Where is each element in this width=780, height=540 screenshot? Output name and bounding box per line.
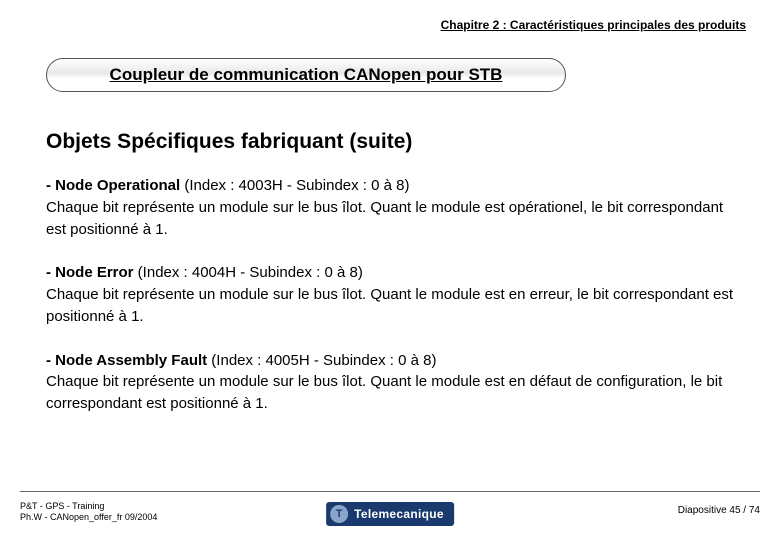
para-lead-rest: (Index : 4005H - Subindex : 0 à 8)	[207, 352, 436, 369]
telemecanique-logo: T Telemecanique	[326, 502, 454, 526]
para-lead-bold: - Node Operational	[46, 177, 180, 194]
section-title: Objets Spécifiques fabriquant (suite)	[46, 130, 412, 154]
footer-left: P&T - GPS - Training Ph.W - CANopen_offe…	[20, 501, 157, 524]
logo-text: Telemecanique	[354, 507, 444, 521]
para-lead-bold: - Node Assembly Fault	[46, 352, 207, 369]
title-box: Coupleur de communication CANopen pour S…	[46, 58, 566, 92]
footer-divider	[20, 491, 760, 492]
para-lead-rest: (Index : 4003H - Subindex : 0 à 8)	[180, 177, 409, 194]
para-body: Chaque bit représente un module sur le b…	[46, 286, 733, 325]
para-lead-rest: (Index : 4004H - Subindex : 0 à 8)	[134, 264, 363, 281]
para-body: Chaque bit représente un module sur le b…	[46, 373, 722, 412]
title-box-text: Coupleur de communication CANopen pour S…	[110, 65, 503, 85]
paragraph: - Node Assembly Fault (Index : 4005H - S…	[46, 350, 746, 415]
body-content: - Node Operational (Index : 4003H - Subi…	[46, 175, 746, 437]
footer-left-line2: Ph.W - CANopen_offer_fr 09/2004	[20, 512, 157, 524]
slide-counter: Diapositive 45 / 74	[678, 505, 760, 516]
chapter-header: Chapitre 2 : Caractéristiques principale…	[441, 18, 746, 32]
logo-badge-icon: T	[330, 505, 348, 523]
para-lead-bold: - Node Error	[46, 264, 134, 281]
paragraph: - Node Error (Index : 4004H - Subindex :…	[46, 262, 746, 327]
footer-left-line1: P&T - GPS - Training	[20, 501, 157, 513]
paragraph: - Node Operational (Index : 4003H - Subi…	[46, 175, 746, 240]
para-body: Chaque bit représente un module sur le b…	[46, 199, 723, 238]
